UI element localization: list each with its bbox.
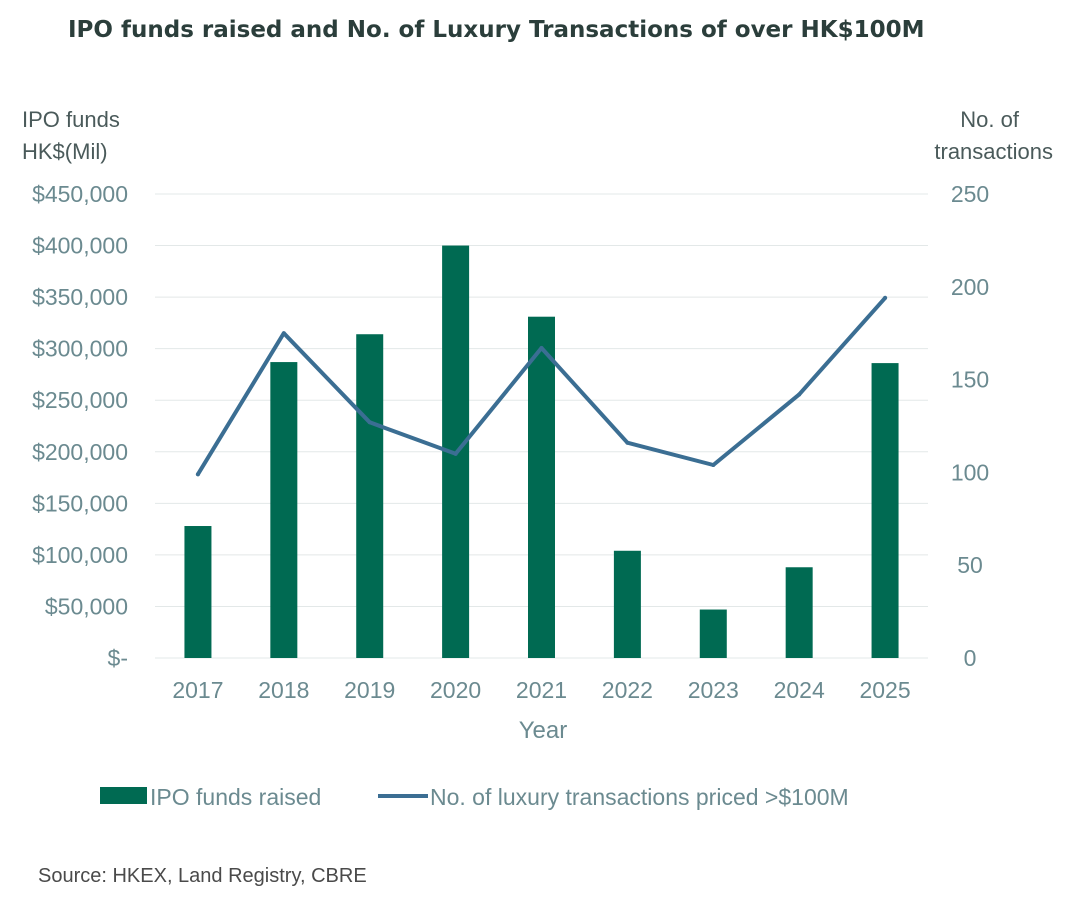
legend-line-label: No. of luxury transactions priced >$100M: [430, 784, 849, 810]
legend-bar-label: IPO funds raised: [150, 784, 321, 810]
x-tick-label: 2018: [258, 677, 309, 703]
left-tick-label: $150,000: [32, 490, 128, 516]
legend-bar-swatch: [100, 787, 147, 804]
line-point-2023: [711, 462, 716, 467]
left-tick-label: $450,000: [32, 181, 128, 207]
legend: IPO funds raised No. of luxury transacti…: [100, 784, 849, 810]
right-axis-label-line1: No. of: [960, 107, 1020, 132]
left-axis-ticks: $- $50,000 $100,000 $150,000 $200,000 $250,00…: [32, 181, 128, 671]
left-tick-label: $100,000: [32, 542, 128, 568]
left-tick-label: $200,000: [32, 439, 128, 465]
x-tick-label: 2022: [602, 677, 653, 703]
right-tick-label: 100: [951, 459, 989, 485]
x-axis-label: Year: [519, 717, 568, 744]
x-tick-label: 2019: [344, 677, 395, 703]
right-axis-ticks: 0 50 100 150 200 250: [951, 181, 989, 671]
right-tick-label: 0: [964, 645, 977, 671]
bar-2019: [356, 334, 384, 658]
left-axis-label-line1: IPO funds: [22, 107, 120, 132]
right-tick-label: 250: [951, 181, 989, 207]
left-tick-label: $400,000: [32, 233, 128, 259]
line-point-2018: [281, 331, 286, 336]
line-point-2017: [195, 472, 200, 477]
x-tick-label: 2023: [688, 677, 739, 703]
x-tick-label: 2025: [859, 677, 910, 703]
x-axis-ticks: 2017 2018 2019 2020 2021 2022 2023 2024 2025: [172, 677, 910, 703]
chart-title: IPO funds raised and No. of Luxury Trans…: [68, 17, 924, 43]
bar-2021: [528, 316, 555, 658]
right-tick-label: 200: [951, 274, 989, 300]
left-tick-label: $50,000: [45, 593, 128, 619]
left-axis-label-line2: HK$(Mil): [22, 139, 108, 164]
transactions-line-series: [195, 295, 888, 477]
ipo-funds-bars: [184, 245, 899, 659]
left-tick-label: $-: [108, 645, 128, 671]
bar-2023: [699, 609, 727, 658]
line-point-2024: [797, 392, 802, 397]
x-tick-label: 2021: [516, 677, 567, 703]
line-point-2020: [453, 451, 458, 456]
right-tick-label: 150: [951, 367, 989, 393]
bar-2018: [270, 362, 298, 658]
bar-2022: [613, 550, 641, 658]
line-point-2021: [539, 346, 544, 351]
x-tick-label: 2024: [774, 677, 825, 703]
line-point-2019: [367, 420, 372, 425]
x-tick-label: 2020: [430, 677, 481, 703]
line-point-2025: [883, 295, 888, 300]
x-tick-label: 2017: [172, 677, 223, 703]
bar-2024: [785, 567, 813, 658]
bar-2025: [871, 363, 899, 658]
right-axis-label-line2: transactions: [934, 139, 1053, 164]
line-point-2022: [625, 440, 630, 445]
left-tick-label: $250,000: [32, 387, 128, 413]
left-tick-label: $350,000: [32, 284, 128, 310]
source-note: Source: HKEX, Land Registry, CBRE: [38, 865, 367, 887]
bar-2017: [184, 526, 212, 658]
right-tick-label: 50: [957, 552, 983, 578]
left-tick-label: $300,000: [32, 336, 128, 362]
